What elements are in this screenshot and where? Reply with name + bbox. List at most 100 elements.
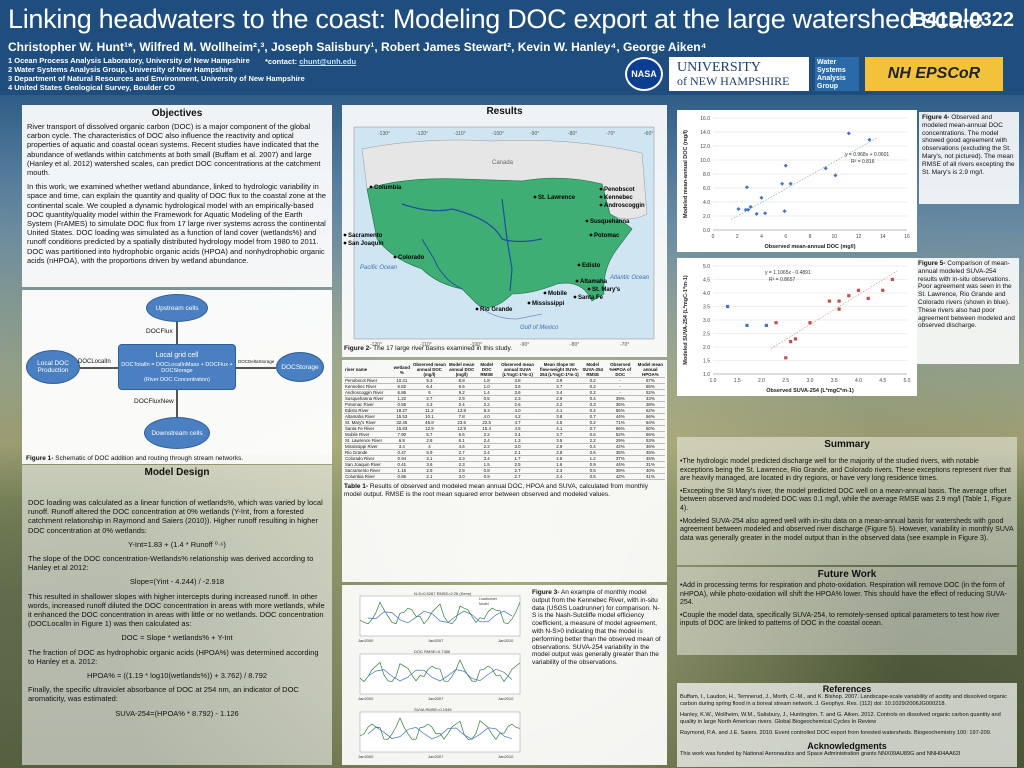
table-cell: 0.47 — [392, 449, 412, 456]
x-tick-label: 1.5 — [734, 378, 741, 384]
table-cell: San Joaquin River — [344, 461, 392, 468]
lon-tick-label: -80° — [568, 131, 577, 137]
x-tick-label: 12 — [856, 234, 862, 240]
lon-tick-label: -60° — [644, 131, 653, 137]
figure1-diagram: Upstream cells DOCFlux Local grid cell D… — [22, 290, 332, 454]
table-cell: 0.7 — [580, 425, 605, 432]
observed-series-line — [367, 610, 513, 624]
chart-background — [677, 258, 917, 396]
table-cell: 42% — [604, 473, 636, 480]
poster-header: Linking headwaters to the coast: Modelin… — [0, 0, 1024, 95]
model-paragraph: Finally, the specific ultraviolet absorb… — [28, 685, 299, 704]
y-axis-label: Modeled SUVA-254 (L*mgC-1*m-1) — [683, 275, 689, 365]
slope-equation: Slope=(Yint - 4.244) / -2.918 — [129, 577, 225, 587]
timeseries-legend-item: Model — [479, 602, 489, 606]
table-row: Susquehanna River 1.22 2.7 2.9 0.5 2.3 2.9 0.4 3… — [344, 395, 665, 402]
table-body: Penobscot River 10.41 9.3 8.8 1.8 3.8 3.9 0.2-5… — [344, 377, 665, 480]
table-cell: 0.8 — [476, 467, 498, 474]
local-grid-cell-node: Local grid cell DOCTotalIn = DOCLocalInM… — [118, 344, 236, 390]
model-paragraph: The slope of the DOC concentration-Wetla… — [28, 554, 314, 573]
table-cell: 4.3 — [411, 401, 448, 408]
table-cell: 2.2 — [476, 401, 498, 408]
y-tick-label: 12.0 — [700, 144, 710, 150]
future-work-item: •Add in processing terms for respiration… — [680, 582, 1007, 607]
table-cell: 10.41 — [392, 377, 412, 384]
table-row: Columbia River 0.86 2.1 3.0 0.9 2.7 2.4 0.5 42% 4… — [344, 473, 665, 480]
contact-label: *contact: — [265, 57, 298, 66]
map-longitude-ticks-top: -130° -120° -110° -100° -90° -80° -70° -60° — [378, 131, 653, 137]
table-cell: 2.9 — [447, 395, 477, 402]
model-design-panel: Model Design DOC loading was calculated … — [22, 465, 332, 765]
lon-tick-label: -90° — [520, 342, 529, 348]
y-tick-label: 2.5 — [703, 332, 710, 338]
model-paragraph: This resulted in shallower slopes with h… — [28, 591, 325, 629]
table-header-cell: wetland % — [392, 362, 412, 378]
contact-email-link[interactable]: chunt@unh.edu — [299, 57, 357, 66]
table-cell: 2.7 — [411, 395, 448, 402]
table-cell: 1.0 — [476, 383, 498, 390]
table-cell: 3.4 — [392, 443, 412, 450]
future-work-title: Future Work — [817, 569, 877, 580]
table-cell: 4.0 — [497, 407, 538, 414]
data-point — [725, 304, 730, 309]
affiliation-2: 2 Water Systems Analysis Group, Universi… — [8, 65, 233, 74]
lon-tick-label: -70° — [620, 342, 629, 348]
table-header-cell: river name — [344, 362, 392, 378]
model-design-title: Model Design — [144, 467, 210, 478]
map-label-pacific: Pacific Ocean — [360, 265, 398, 271]
river-mouth-marker — [343, 233, 347, 237]
y-axis-label: Modeled mean-annual DOC (mg/l) — [683, 130, 689, 218]
lon-tick-label: -120° — [416, 131, 428, 137]
lon-tick-label: -80° — [570, 342, 579, 348]
lon-tick-label: -120° — [370, 342, 382, 348]
x-tick-label: 6 — [784, 234, 787, 240]
x-tick-label: 3.0 — [807, 378, 814, 384]
table-row: Mississippi River 3.4 4 4.6 2.2 3.0 2.9 0.4 42% 4… — [344, 443, 665, 450]
data-point — [866, 296, 870, 300]
table-row: St. Mary's River 32.45 46.8 23.6 22.5 4.7 4.5 0… — [344, 419, 665, 426]
x-tick-label: 8 — [809, 234, 812, 240]
affiliation-4: 4 United States Geological Survey, Bould… — [8, 83, 175, 92]
table-cell: 1.7 — [497, 455, 538, 462]
table-cell: 3.6 — [411, 461, 448, 468]
table-cell: 45% — [635, 449, 665, 456]
x-tick-label: 2.5 — [782, 378, 789, 384]
data-point — [736, 207, 741, 211]
timeseries-x-tick: Jan2000 — [358, 638, 374, 643]
table-cell: 6.6 — [447, 431, 477, 438]
summary-item: •Modeled SUVA-254 also agreed well with … — [680, 517, 1014, 542]
data-point — [759, 195, 764, 200]
table-cell: 41% — [635, 473, 665, 480]
table-cell: 55% — [635, 383, 665, 390]
table-cell: 3.6 — [497, 389, 538, 396]
table-cell: 1.4 — [476, 389, 498, 396]
author-list: Christopher W. Hunt¹*, Wilfred M. Wollhe… — [8, 40, 707, 54]
data-point — [881, 288, 885, 292]
x-tick-label: 4.0 — [855, 378, 862, 384]
table-cell: Sacramento River — [344, 467, 392, 474]
future-work-list: •Add in processing terms for respiration… — [680, 582, 1014, 629]
data-point — [847, 294, 851, 298]
table-cell: 2.4 — [476, 449, 498, 456]
table-cell: 1.22 — [392, 395, 412, 402]
table-header-cell: Model SUVA-254 RMSE — [580, 362, 605, 378]
table-cell: 15.83 — [392, 425, 412, 432]
table-cell: 0.5 — [580, 467, 605, 474]
arrow — [80, 367, 118, 369]
table-cell: Santa Fe River — [344, 425, 392, 432]
references-panel: References Buffam, I., Laudon, H., Temne… — [677, 683, 1017, 767]
table-cell: 0.9 — [476, 473, 498, 480]
data-point — [808, 321, 812, 325]
table-cell: 8.3 — [476, 407, 498, 414]
timeseries-x-tick: Jan2007 — [428, 754, 444, 759]
objectives-body: River transport of dissolved organic car… — [27, 122, 327, 265]
summary-title: Summary — [824, 439, 870, 450]
trendline — [771, 270, 898, 349]
table-cell: 2.4 — [537, 473, 581, 480]
table-header-cell: Model DOC RMSE — [476, 362, 498, 378]
arrow — [176, 322, 178, 344]
map-label-river: St. Mary's — [592, 287, 621, 293]
table-cell: 9.3 — [411, 377, 448, 384]
data-point — [744, 185, 749, 190]
table-cell: 5.9 — [411, 449, 448, 456]
